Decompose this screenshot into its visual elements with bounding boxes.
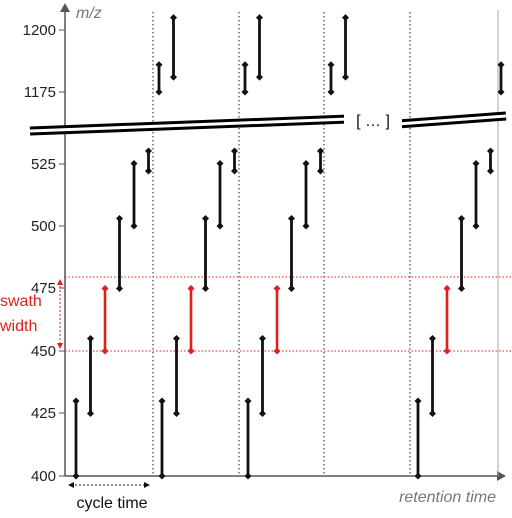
scan-window-end-marker: [302, 222, 310, 230]
x-axis-arrowhead: [497, 471, 506, 481]
scan-window-end-marker: [202, 215, 209, 222]
scan-window-end-marker: [342, 14, 349, 22]
scan-window-end-marker: [241, 88, 249, 96]
scan-window-end-marker: [497, 88, 505, 96]
scan-window-end-marker: [487, 147, 494, 155]
scan-window-end-marker: [170, 73, 177, 81]
tick-label-400: 400: [31, 468, 56, 485]
scan-window-end-marker: [72, 472, 80, 480]
y-ticks-lower: 400 425 450 475 500 525: [31, 156, 65, 485]
y-ticks-upper: 1175 1200: [23, 22, 65, 101]
scan-window-end-marker: [130, 222, 138, 230]
scan-window-end-marker: [472, 160, 480, 167]
scan-window-end-marker: [497, 61, 505, 69]
scan-window-end-marker: [273, 347, 281, 355]
scan-window-end-marker: [231, 167, 238, 175]
scan-window-end-marker: [244, 472, 252, 480]
scan-window-end-marker: [302, 160, 310, 167]
scan-window-end-marker: [317, 167, 324, 175]
tick-label-525: 525: [31, 156, 56, 173]
scan-window-end-marker: [244, 397, 252, 405]
y-axis-title: m/z: [76, 5, 102, 22]
scan-window-end-marker: [256, 73, 263, 81]
swath-label-line1: swath: [0, 293, 42, 310]
scan-window-end-marker: [187, 347, 195, 355]
scan-window-end-marker: [145, 147, 152, 155]
scan-window-end-marker: [87, 335, 94, 342]
scan-window-end-marker: [145, 167, 152, 175]
tick-label-500: 500: [31, 218, 56, 235]
scan-window-end-marker: [158, 472, 166, 480]
scan-window-end-marker: [116, 285, 123, 292]
scan-window-end-marker: [443, 347, 451, 355]
scan-window-end-marker: [187, 285, 195, 292]
scan-window-end-marker: [87, 410, 94, 417]
scan-window-end-marker: [458, 285, 465, 292]
y-axis-arrowhead: [60, 3, 70, 12]
scan-window-end-marker: [458, 215, 465, 222]
scan-window-end-marker: [72, 397, 80, 405]
swath-reference-lines: [65, 276, 512, 352]
cycle-time-label: cycle time: [76, 495, 147, 512]
scan-window-end-marker: [256, 14, 263, 22]
axis-break: [29, 108, 507, 136]
ellipsis-label: [ … ]: [356, 113, 390, 130]
scan-window-end-marker: [317, 147, 324, 155]
scan-window-end-marker: [288, 285, 295, 292]
scan-window-end-marker: [487, 167, 494, 175]
scan-window-end-marker: [101, 285, 109, 292]
scan-window-end-marker: [101, 347, 109, 355]
scan-window-end-marker: [259, 335, 266, 342]
scan-window-end-marker: [158, 397, 166, 405]
tick-label-450: 450: [31, 343, 56, 360]
scan-window-end-marker: [173, 335, 180, 342]
tick-label-1200: 1200: [23, 22, 56, 39]
scan-window-end-marker: [231, 147, 238, 155]
scan-window-end-marker: [170, 14, 177, 22]
scan-window-end-marker: [414, 472, 422, 480]
scan-window-end-marker: [155, 88, 163, 96]
scan-window-end-marker: [155, 61, 163, 69]
scan-window-end-marker: [130, 160, 138, 167]
swath-label-line2: width: [0, 318, 37, 335]
tick-label-475: 475: [31, 280, 56, 297]
scan-window-end-marker: [273, 285, 281, 292]
scan-window-end-marker: [259, 410, 266, 417]
tick-label-1175: 1175: [24, 84, 56, 101]
scan-window-end-marker: [288, 215, 295, 222]
scan-windows: [72, 14, 505, 480]
scan-window-end-marker: [241, 61, 249, 69]
scan-window-end-marker: [216, 160, 224, 167]
x-axis-title: retention time: [399, 489, 496, 506]
scan-window-end-marker: [429, 410, 436, 417]
scan-window-end-marker: [202, 285, 209, 292]
cycle-boundaries: [152, 12, 411, 476]
scan-window-end-marker: [327, 88, 335, 96]
scan-window-end-marker: [472, 222, 480, 230]
tick-label-425: 425: [31, 405, 56, 422]
scan-window-end-marker: [327, 61, 335, 69]
scan-window-end-marker: [414, 397, 422, 405]
scan-window-end-marker: [443, 285, 451, 292]
scan-window-end-marker: [342, 73, 349, 81]
scan-window-end-marker: [216, 222, 224, 230]
scan-window-end-marker: [429, 335, 436, 342]
scan-window-end-marker: [173, 410, 180, 417]
scan-window-end-marker: [116, 215, 123, 222]
